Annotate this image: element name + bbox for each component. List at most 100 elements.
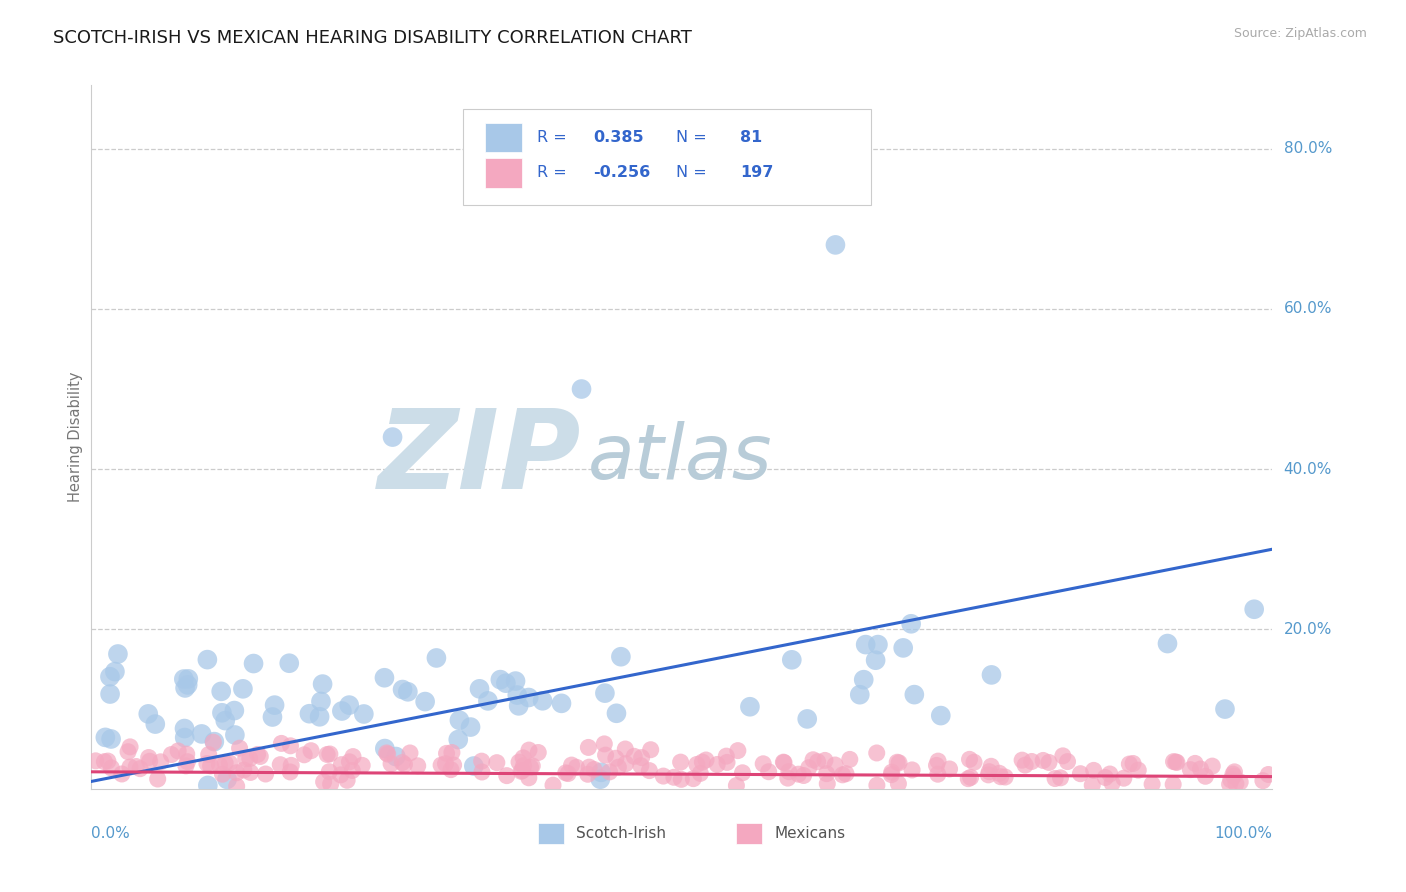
Point (269, 757, 291, 772)
Point (330, 757, 353, 772)
Bar (485, 158, 523, 187)
Point (375, 746, 398, 760)
Point (582, 763, 605, 777)
Point (692, 755, 714, 769)
Point (522, 759, 544, 773)
Bar (737, 822, 762, 844)
Point (1094, 771, 1116, 785)
Point (200, 759, 222, 773)
Point (1043, 772, 1066, 786)
Point (391, 756, 413, 770)
Point (519, 760, 541, 774)
Text: 0.385: 0.385 (593, 130, 644, 145)
Point (1014, 758, 1036, 772)
Point (173, 731, 195, 745)
Text: 197: 197 (740, 165, 773, 180)
Point (671, 772, 693, 787)
Point (517, 771, 540, 785)
Point (772, 755, 794, 769)
Point (927, 767, 949, 781)
Point (589, 772, 612, 787)
Point (835, 766, 858, 780)
Point (638, 764, 661, 778)
Point (614, 756, 637, 771)
Point (866, 638, 889, 652)
Point (380, 756, 402, 771)
Bar (464, 110, 870, 204)
Point (202, 734, 225, 748)
Point (443, 758, 465, 772)
Text: 81: 81 (740, 130, 762, 145)
Point (374, 741, 396, 756)
Point (319, 777, 342, 791)
Point (1189, 762, 1212, 776)
Point (508, 755, 530, 769)
Point (682, 772, 704, 786)
Point (319, 747, 342, 761)
Point (381, 430, 404, 444)
Point (342, 764, 364, 778)
Point (963, 755, 986, 769)
Text: -0.256: -0.256 (593, 165, 651, 180)
Point (100, 761, 122, 775)
Point (1056, 755, 1078, 769)
Point (311, 677, 333, 691)
Point (118, 760, 141, 774)
Point (512, 751, 534, 765)
Point (225, 779, 247, 793)
Point (176, 755, 198, 769)
Point (149, 755, 172, 769)
Point (531, 694, 554, 708)
Point (477, 694, 499, 708)
Point (391, 682, 413, 697)
Point (900, 616, 922, 631)
Point (824, 238, 846, 252)
Text: Scotch-Irish: Scotch-Irish (575, 826, 665, 840)
Point (541, 778, 564, 792)
Point (471, 754, 494, 768)
Point (406, 759, 429, 773)
Point (104, 665, 127, 679)
Point (336, 773, 359, 788)
Point (249, 749, 271, 764)
Point (1081, 778, 1104, 792)
Point (292, 747, 315, 762)
Point (669, 755, 692, 769)
Point (510, 764, 533, 779)
Point (1032, 754, 1054, 768)
Point (652, 769, 675, 783)
Point (686, 757, 709, 772)
Point (887, 756, 910, 770)
Point (209, 684, 232, 698)
Point (117, 745, 139, 759)
Point (980, 668, 1002, 682)
Text: R =: R = (537, 130, 571, 145)
Point (801, 753, 824, 767)
Point (316, 747, 339, 762)
Point (129, 762, 152, 776)
Point (738, 699, 761, 714)
Point (246, 747, 269, 762)
Point (440, 763, 463, 777)
Text: 40.0%: 40.0% (1284, 462, 1331, 476)
Point (1194, 769, 1216, 783)
Point (576, 767, 599, 781)
Point (195, 756, 218, 771)
Point (197, 747, 219, 762)
Point (1161, 777, 1184, 791)
Text: atlas: atlas (588, 421, 772, 495)
Point (605, 706, 627, 721)
Text: ZIP: ZIP (378, 405, 582, 512)
Point (1038, 756, 1060, 770)
Point (550, 697, 572, 711)
Point (94, 731, 117, 745)
Point (855, 638, 877, 652)
Point (385, 749, 408, 764)
Point (298, 706, 321, 721)
Point (1164, 755, 1187, 769)
Bar (538, 822, 564, 844)
Point (508, 698, 530, 713)
Point (278, 764, 301, 779)
Point (595, 748, 617, 763)
Y-axis label: Hearing Disability: Hearing Disability (67, 372, 83, 502)
